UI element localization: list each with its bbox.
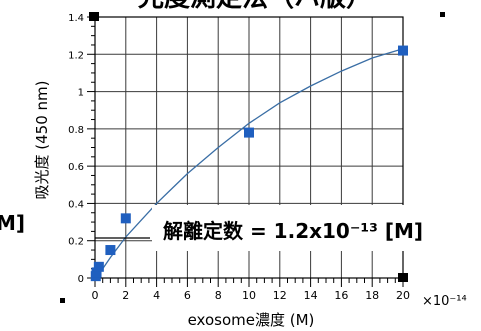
x-tick-label: 4: [153, 289, 160, 302]
fit-curve-line: [94, 48, 404, 279]
plot-frame: [60, 12, 445, 303]
data-point: [93, 261, 104, 272]
y-axis-label: 吸光度 (450 nm): [33, 81, 51, 200]
y-tick-label: 0.2: [68, 237, 84, 248]
dissociation-constant-label: 解離定数 = 1.2x10⁻¹³ [M]: [163, 219, 423, 243]
chart-text: 光度測定法（ハ版） exosome濃度 (M) 吸光度 (450 nm) ×10…: [0, 0, 467, 329]
left-edge-fragment: M]: [0, 211, 25, 235]
x-tick-label: 0: [92, 289, 99, 302]
corner-marker: [398, 273, 408, 282]
x-tick-label: 20: [396, 289, 410, 302]
data-point: [120, 213, 131, 224]
x-tick-label: 6: [184, 289, 191, 302]
y-tick-label: 0.6: [68, 162, 84, 173]
y-tick-label: 0.8: [68, 125, 84, 136]
x-tick-label: 12: [273, 289, 287, 302]
data-point: [398, 45, 408, 56]
data-point: [244, 127, 254, 138]
x-tick-label: 16: [334, 289, 348, 302]
corner-marker: [60, 298, 65, 303]
x-tick-label: 2: [122, 289, 129, 302]
data-point: [91, 267, 102, 278]
y-tick-label: 0.4: [68, 199, 84, 210]
fit-curve: [94, 48, 404, 279]
corner-marker: [440, 12, 445, 17]
x-tick-label: 14: [304, 289, 318, 302]
y-tick-label: 1.2: [68, 50, 84, 61]
annotation-box: 解離定数 = 1.2x10⁻¹³ [M]: [95, 205, 481, 251]
x-tick-label: 18: [365, 289, 379, 302]
x-axis-multiplier: ×10⁻¹⁴: [422, 294, 467, 309]
y-tick-label: 0: [78, 274, 84, 285]
x-tick-label: 8: [215, 289, 222, 302]
x-axis-label: exosome濃度 (M): [188, 311, 315, 329]
chart-title: 光度測定法（ハ版）: [137, 0, 372, 13]
x-tick-label: 10: [242, 289, 256, 302]
y-tick-label: 1.4: [68, 13, 84, 24]
y-tick-label: 1: [78, 88, 84, 99]
axis-ticks: 0 2 4 6 8 10 12 14 16 18 20 0 0.2 0.4 0.6 0.8 1 1.2 1.4: [68, 13, 410, 302]
data-points: [90, 45, 408, 282]
data-point: [105, 245, 116, 256]
